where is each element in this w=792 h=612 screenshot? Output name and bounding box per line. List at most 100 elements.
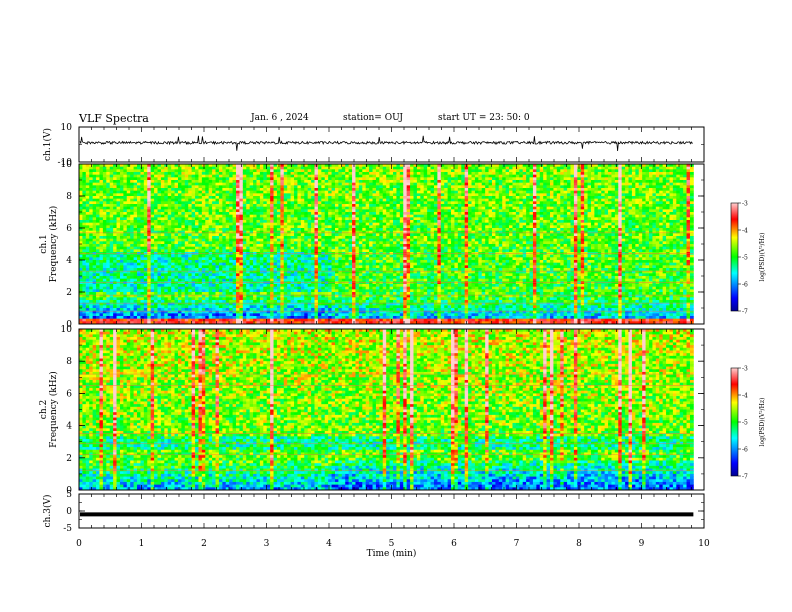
spectrogram-cell	[140, 270, 145, 274]
spectrogram-cell	[160, 273, 165, 277]
spectrogram-cell	[225, 244, 230, 248]
spectrogram-cell	[317, 308, 322, 312]
spectrogram-cell	[119, 196, 124, 200]
spectrogram-cell	[246, 310, 251, 314]
spectrogram-cell	[276, 302, 281, 306]
spectrogram-cell	[273, 281, 278, 285]
spectrogram-cell	[232, 294, 237, 298]
spectrogram-cell	[331, 244, 336, 248]
spectrogram-cell	[188, 257, 193, 261]
spectrogram-cell	[147, 260, 152, 264]
spectrogram-cell	[317, 164, 322, 168]
spectrogram-cell	[205, 185, 210, 189]
spectrogram-cell	[273, 188, 278, 192]
spectrogram-cell	[218, 172, 223, 176]
spectrogram-cell	[174, 294, 179, 298]
spectrogram-cell	[307, 321, 312, 325]
spectrogram-cell	[137, 190, 141, 194]
spectrogram-cell	[191, 270, 196, 274]
spectrogram-cell	[256, 164, 261, 168]
spectrogram-cell	[191, 228, 196, 232]
spectrogram-cell	[225, 318, 230, 322]
spectrogram-cell	[102, 244, 107, 248]
spectrogram-cell	[314, 246, 319, 250]
spectrogram-cell	[218, 180, 223, 184]
spectrogram-cell	[229, 225, 233, 229]
spectrogram-cell	[242, 246, 247, 250]
spectrogram-cell	[89, 177, 94, 181]
spectrogram-cell	[307, 166, 312, 170]
spectrogram-cell	[85, 222, 90, 226]
spectrogram-cell	[352, 284, 356, 288]
spectrogram-cell	[348, 233, 353, 237]
spectrogram-cell	[229, 212, 233, 216]
spectrogram-cell	[297, 190, 302, 194]
spectrogram-cell	[259, 236, 264, 240]
spectrogram-cell	[249, 190, 254, 194]
spectrogram-cell	[123, 302, 128, 306]
spectrogram-cell	[89, 308, 94, 312]
spectrogram-cell	[246, 321, 251, 325]
spectrogram-cell	[300, 257, 305, 261]
spectrogram-cell	[208, 289, 213, 293]
spectrogram-cell	[273, 246, 278, 250]
spectrogram-cell	[99, 249, 104, 253]
spectrogram-cell	[195, 209, 199, 213]
spectrogram-cell	[266, 297, 271, 301]
spectrogram-cell	[246, 278, 251, 282]
spectrogram-cell	[171, 260, 175, 264]
spectrogram-cell	[249, 244, 254, 248]
spectrogram-cell	[239, 185, 244, 189]
spectrogram-cell	[198, 302, 203, 306]
spectrogram-cell	[338, 265, 343, 269]
spectrogram-cell	[348, 244, 353, 248]
spectrogram-cell	[188, 321, 193, 325]
spectrogram-cell	[352, 214, 356, 218]
spectrogram-cell	[123, 174, 128, 178]
spectrogram-cell	[276, 201, 281, 205]
spectrogram-cell	[225, 289, 230, 293]
spectrogram-cell	[157, 230, 162, 234]
spectrogram-cell	[294, 180, 298, 184]
spectrogram-cell	[181, 190, 186, 194]
spectrogram-cell	[147, 313, 152, 317]
spectrogram-cell	[102, 297, 107, 301]
spectrogram-cell	[109, 249, 114, 253]
spectrogram-cell	[331, 217, 336, 221]
spectrogram-cell	[280, 260, 285, 264]
spectrogram-cell	[99, 268, 104, 272]
spectrogram-cell	[164, 190, 169, 194]
spectrogram-cell	[116, 273, 121, 277]
spectrogram-cell	[137, 318, 141, 322]
spectrogram-cell	[263, 249, 268, 253]
spectrogram-cell	[334, 230, 339, 234]
spectrogram-cell	[276, 193, 281, 197]
spectrogram-cell	[85, 185, 90, 189]
spectrogram-cell	[358, 185, 363, 189]
spectrogram-cell	[215, 169, 220, 173]
spectrogram-cell	[239, 297, 244, 301]
spectrogram-cell	[198, 217, 203, 221]
spectrogram-cell	[352, 212, 356, 216]
spectrogram-cell	[106, 265, 111, 269]
spectrogram-cell	[331, 193, 336, 197]
spectrogram-cell	[283, 177, 288, 181]
spectrogram-cell	[218, 310, 223, 314]
spectrogram-cell	[130, 257, 135, 261]
spectrogram-cell	[140, 257, 145, 261]
spectrogram-cell	[348, 257, 353, 261]
spectrogram-cell	[263, 265, 268, 269]
spectrogram-cell	[133, 217, 138, 221]
spectrogram-cell	[297, 225, 302, 229]
spectrogram-cell	[174, 172, 179, 176]
spectrogram-cell	[89, 174, 94, 178]
spectrogram-cell	[273, 209, 278, 213]
spectrogram-cell	[119, 177, 124, 181]
spectrogram-cell	[113, 201, 117, 205]
spectrogram-cell	[184, 292, 189, 296]
spectrogram-cell	[297, 236, 302, 240]
spectrogram-cell	[229, 241, 233, 245]
spectrogram-cell	[195, 265, 199, 269]
spectrogram-cell	[160, 278, 165, 282]
spectrogram-cell	[263, 284, 268, 288]
